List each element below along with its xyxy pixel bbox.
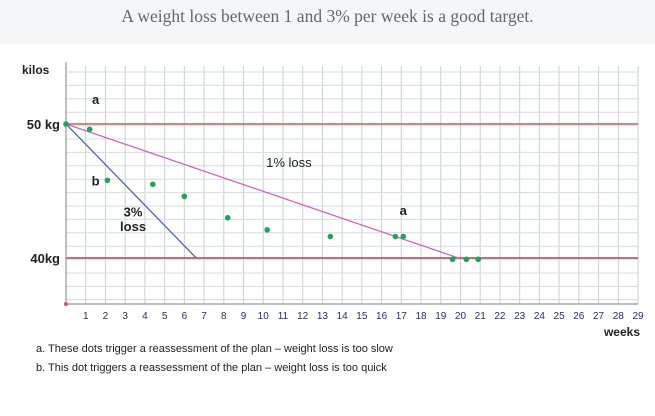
note-b: b. This dot triggers a reassessment of t… [36, 362, 387, 374]
data-point [400, 233, 407, 240]
annotation-label: a [92, 92, 100, 107]
data-point [86, 126, 93, 133]
x-tick-label: 10 [258, 311, 270, 322]
x-tick-label: 15 [356, 311, 368, 322]
x-tick-label: 26 [573, 311, 585, 322]
x-tick-label: 29 [632, 311, 644, 322]
reference-lines [66, 123, 638, 259]
annotation-label: 1% loss [266, 155, 312, 170]
x-tick-label: 11 [278, 311, 289, 322]
y-axis-title: kilos [22, 63, 50, 77]
weight-loss-chart: 1 2 3 4 5 6 7 8 9 10 11 12 13 14 15 16 17 18 19 20 21 22 23 24 2… [22, 62, 644, 339]
data-point [449, 256, 456, 263]
annotation-label: a [400, 203, 408, 218]
data-point [181, 193, 188, 200]
data-dots [63, 121, 482, 263]
data-point [475, 256, 482, 263]
data-point [104, 177, 111, 184]
x-tick-label: 27 [593, 311, 605, 322]
data-point [392, 233, 399, 240]
x-tick-label: 14 [337, 311, 349, 322]
x-tick-label: 19 [435, 311, 447, 322]
x-tick-label: 22 [494, 311, 506, 322]
x-tick-label: 24 [534, 311, 546, 322]
chart-panel: 1 2 3 4 5 6 7 8 9 10 11 12 13 14 15 16 17 18 19 20 21 22 23 24 2… [0, 44, 655, 416]
note-a: a. These dots trigger a reassessment of … [36, 343, 393, 355]
data-point [327, 233, 334, 240]
x-tick-label: 18 [415, 311, 427, 322]
x-tick-label: 25 [554, 311, 566, 322]
data-point [264, 227, 270, 233]
x-tick-label: 13 [317, 311, 329, 322]
x-tick-label: 2 [103, 311, 109, 322]
chart-title: A weight loss between 1 and 3% per week … [121, 6, 534, 26]
annotation-label: b [92, 174, 100, 189]
x-tick-label: 21 [475, 311, 487, 322]
x-tick-label: 8 [221, 311, 227, 322]
x-tick-label: 3 [122, 311, 128, 322]
y-tick-label: 50 kg [27, 117, 60, 132]
grid [66, 66, 639, 304]
x-tick-label: 7 [201, 311, 207, 322]
x-tick-label: 28 [613, 311, 625, 322]
x-tick-label: 5 [162, 311, 168, 322]
series-line-three-percent [65, 123, 197, 259]
x-axis-title: weeks [603, 325, 640, 339]
x-tick-label: 16 [376, 311, 388, 322]
y-tick-label: 40kg [30, 251, 60, 266]
x-tick-label: 6 [182, 311, 188, 322]
x-tick-label: 9 [241, 311, 247, 322]
annotation-label: loss [120, 219, 146, 234]
origin-dot [64, 302, 68, 306]
x-tick-label: 1 [83, 311, 89, 322]
annotations: a b 1% loss 3%loss a [92, 92, 408, 234]
data-point [149, 181, 156, 188]
data-point [224, 215, 231, 221]
x-tick-label: 20 [455, 311, 467, 322]
x-tick-label: 23 [514, 311, 526, 322]
x-tick-label: 17 [396, 311, 408, 322]
x-tick-label: 12 [297, 311, 309, 322]
data-point [463, 256, 470, 263]
data-point [63, 121, 69, 127]
x-tick-label: 4 [142, 311, 148, 322]
axes [64, 62, 638, 306]
tick-labels: 1 2 3 4 5 6 7 8 9 10 11 12 13 14 15 16 17 18 19 20 21 22 23 24 2… [22, 63, 644, 339]
annotation-label: 3% [124, 204, 143, 219]
